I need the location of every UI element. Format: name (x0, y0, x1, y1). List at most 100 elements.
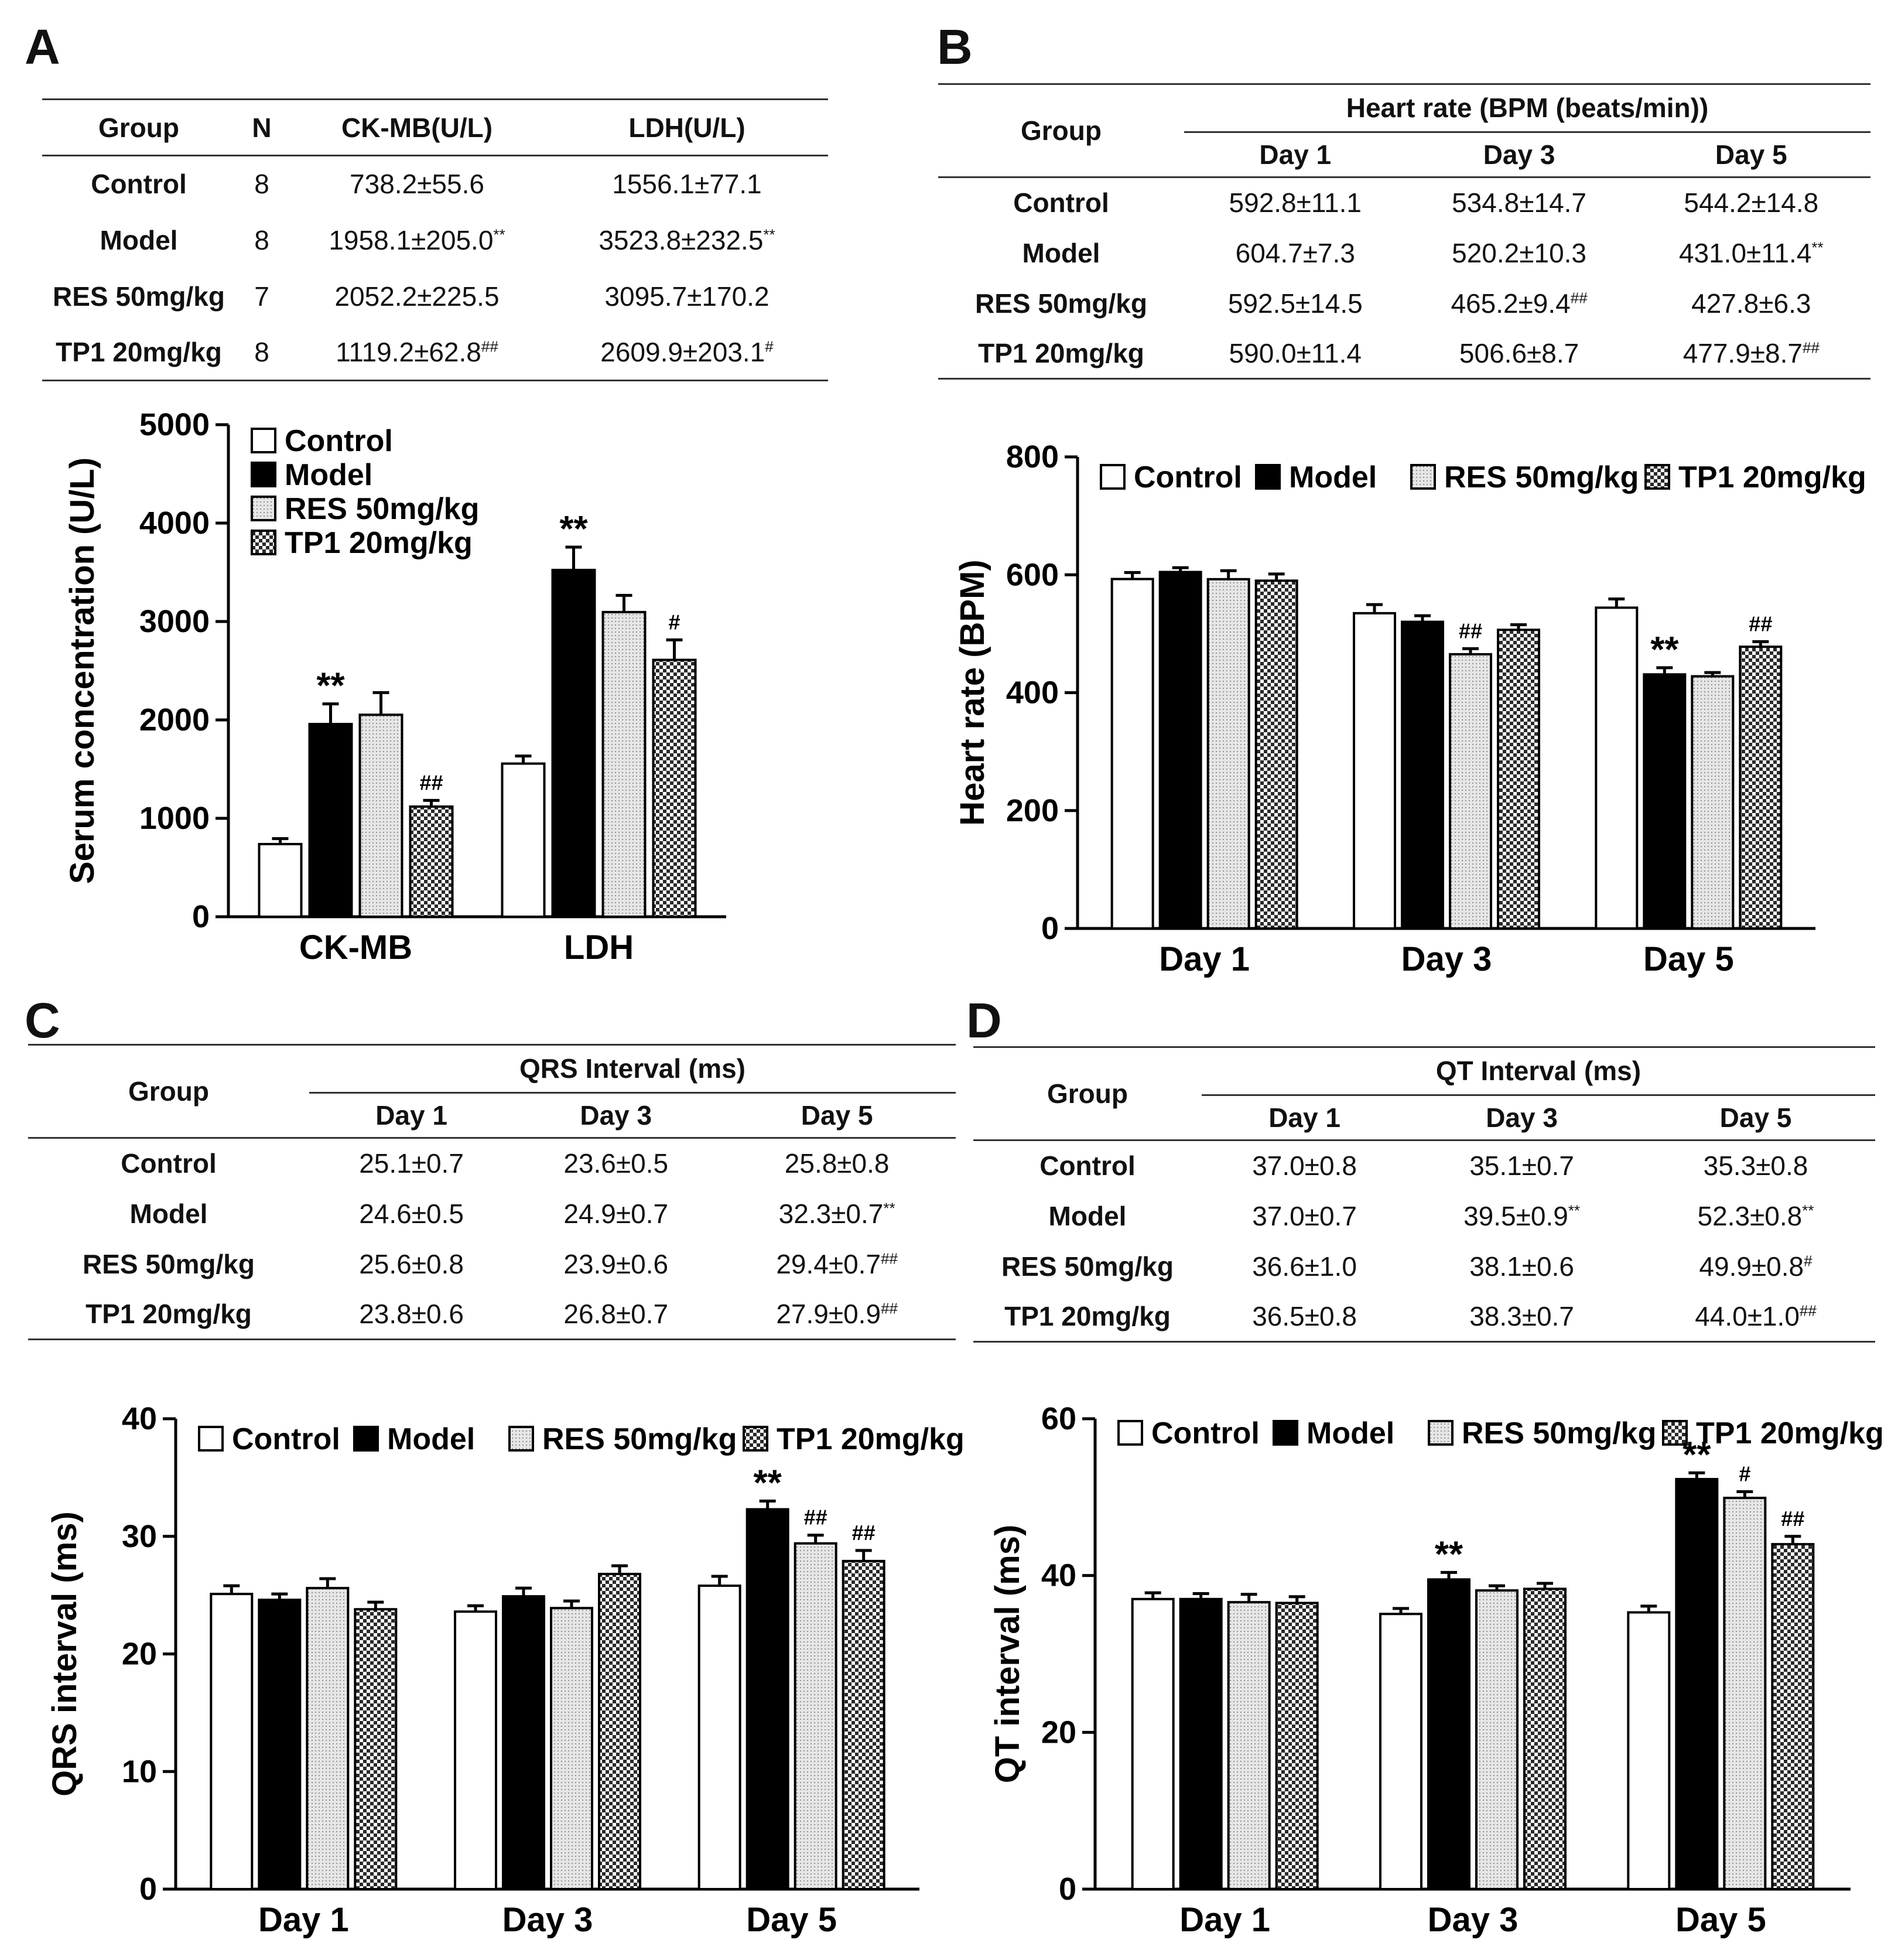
value-cell: 35.3±0.8 (1636, 1141, 1875, 1191)
group-cell: Model (1022, 237, 1100, 268)
table-row: RES 50mg/kg 36.6±1.0 38.1±0.6 49.9±0.8# (973, 1241, 1875, 1292)
legend-label: Control (1151, 1416, 1260, 1450)
column-header-ldh: LDH(U/L) (546, 98, 828, 156)
significance-mark: ** (1650, 630, 1679, 670)
group-cell: TP1 20mg/kg (42, 324, 235, 381)
y-tick-label: 1000 (139, 801, 210, 836)
value-text: 44.0±1.0 (1695, 1300, 1800, 1331)
legend-label: Model (387, 1422, 475, 1456)
group-cell: RES 50mg/kg (83, 1248, 255, 1279)
significance-mark: # (1804, 1252, 1812, 1270)
group-cell: Control (91, 169, 187, 200)
table-row: RES 50mg/kg 592.5±14.5 465.2±9.4## 427.8±6.… (938, 278, 1870, 329)
table-row: Control 8 738.2±55.6 1556.1±77.1 (42, 156, 828, 212)
ckmb-cell: 1958.1±205.0** (288, 212, 546, 268)
value-text: 25.8±0.8 (784, 1148, 890, 1179)
significance-mark: ## (852, 1521, 876, 1545)
bar-control (1110, 578, 1154, 930)
significance-mark: ## (1803, 339, 1820, 357)
group-cell: RES 50mg/kg (1001, 1251, 1174, 1282)
bar-model (308, 723, 353, 918)
x-tick-label: Day 1 (1179, 1901, 1270, 1939)
table-row: Model 24.6±0.5 24.9±0.7 32.3±0.7** (28, 1189, 956, 1239)
value-cell: 465.2±9.4## (1407, 278, 1632, 329)
x-tick-label: Day 3 (502, 1901, 593, 1939)
value-text: 1119.2±62.8 (336, 336, 481, 367)
legend-swatch-tp1-20mg-kg (251, 530, 276, 555)
table-row: Control 37.0±0.8 35.1±0.7 35.3±0.8 (973, 1141, 1875, 1191)
bar-tp1-20mg-kg (1275, 1602, 1319, 1890)
legend-label: Model (1307, 1416, 1394, 1450)
bar-tp1-20mg-kg (842, 1559, 885, 1891)
value-cell: 24.9±0.7 (514, 1189, 718, 1239)
significance-mark: # (1739, 1462, 1750, 1486)
value-cell: 604.7±7.3 (1184, 228, 1407, 278)
value-text: 38.1±0.6 (1469, 1251, 1574, 1282)
table-row: Model 8 1958.1±205.0** 3523.8±232.5** (42, 212, 828, 268)
legend-label: Model (285, 458, 372, 492)
value-cell: 36.6±1.0 (1202, 1241, 1407, 1292)
n-cell: 8 (254, 224, 269, 255)
column-header-day: Day 1 (1202, 1095, 1408, 1142)
table-row: RES 50mg/kg 7 2052.2±225.5 3095.7±170.2 (42, 268, 828, 325)
significance-mark: ## (804, 1505, 827, 1529)
value-text: 1556.1±77.1 (612, 169, 762, 200)
group-cell: Model (100, 224, 178, 255)
significance-mark: ## (1459, 619, 1482, 643)
significance-mark: ## (1799, 1302, 1817, 1320)
panel-label-d: D (966, 993, 1002, 1048)
value-text: 24.6±0.5 (359, 1198, 464, 1229)
value-cell: 477.9±8.7## (1632, 328, 1870, 380)
significance-mark: ## (1781, 1507, 1804, 1531)
bar-tp1-20mg-kg (1497, 629, 1540, 930)
value-text: 35.3±0.8 (1703, 1150, 1808, 1182)
bar-model (551, 569, 596, 918)
bar-control (1131, 1597, 1175, 1890)
value-text: 39.5±0.9 (1463, 1200, 1568, 1231)
column-header-span: Heart rate (BPM (beats/min)) (1184, 83, 1870, 133)
n-cell: 7 (254, 281, 269, 312)
ldh-cell: 3523.8±232.5** (546, 212, 828, 268)
value-text: 2609.9±203.1 (600, 336, 765, 367)
value-text: 590.0±11.4 (1229, 337, 1362, 368)
value-text: 431.0±11.4 (1678, 237, 1812, 268)
y-tick-label: 3000 (139, 604, 210, 639)
group-cell: TP1 20mg/kg (28, 1289, 309, 1341)
legend-label: RES 50mg/kg (285, 492, 479, 526)
group-cell: Control (121, 1148, 217, 1179)
value-text: 427.8±6.3 (1691, 288, 1811, 319)
y-tick-label: 5000 (139, 407, 210, 442)
value-cell: 506.6±8.7 (1406, 328, 1632, 380)
bar-control (210, 1593, 254, 1890)
panel-c-table: Group QRS Interval (ms) Day 1 Day 3 Day 5 Con… (28, 1043, 956, 1341)
y-tick-label: 0 (1041, 911, 1059, 946)
significance-mark: ** (1811, 238, 1824, 257)
value-text: 29.4±0.7 (776, 1248, 881, 1279)
value-cell: 431.0±11.4** (1632, 228, 1870, 278)
column-header-day: Day 5 (1636, 1095, 1875, 1142)
y-tick-label: 20 (122, 1637, 157, 1672)
y-tick-label: 4000 (139, 506, 210, 541)
value-text: 3095.7±170.2 (604, 281, 770, 312)
panel-label-c: C (25, 993, 60, 1048)
value-cell: 37.0±0.8 (1202, 1141, 1407, 1191)
group-cell: RES 50mg/kg (975, 288, 1147, 319)
x-tick-label: CK-MB (299, 928, 412, 967)
ckmb-cell: 2052.2±225.5 (288, 268, 546, 325)
y-tick-label: 20 (1041, 1715, 1076, 1750)
value-cell: 23.6±0.5 (514, 1138, 718, 1189)
bar-tp1-20mg-kg (1254, 579, 1298, 930)
y-tick-label: 600 (1006, 557, 1059, 592)
value-cell: 26.8±0.7 (514, 1289, 719, 1341)
panel-c-chart: 0 10 20 30 40 QRS interval (ms) Day 1 Day 3 ** ##… (46, 1401, 965, 1939)
value-text: 592.8±11.1 (1229, 187, 1362, 218)
legend-label: TP1 20mg/kg (1678, 460, 1866, 494)
column-header-span: QT Interval (ms) (1202, 1046, 1875, 1096)
value-text: 520.2±10.3 (1452, 237, 1587, 268)
y-tick-label: 400 (1006, 675, 1059, 711)
value-cell: 592.5±14.5 (1184, 278, 1407, 329)
y-axis-label: Serum concentration (U/L) (63, 457, 101, 884)
value-text: 36.5±0.8 (1252, 1300, 1357, 1331)
bar-res-50mg-kg (550, 1607, 593, 1890)
